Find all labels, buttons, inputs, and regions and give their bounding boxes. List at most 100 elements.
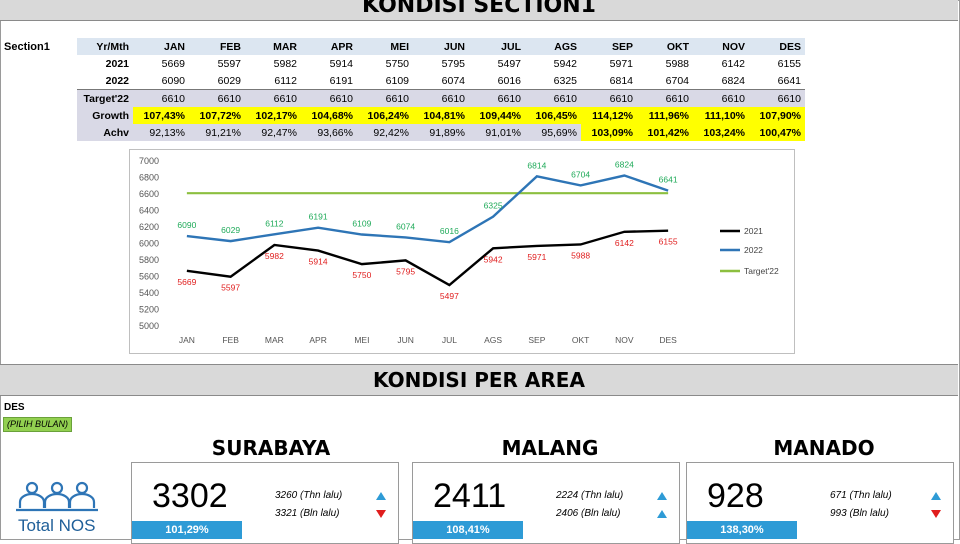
table-cell: 6155 xyxy=(777,57,801,70)
data-label: 5750 xyxy=(352,270,371,280)
table-cell: 102,17% xyxy=(245,107,301,124)
table-cell: 5497 xyxy=(497,57,521,70)
y-tick-label: 5000 xyxy=(139,321,159,331)
city-name: SURABAYA xyxy=(211,436,331,460)
city-name: MANADO xyxy=(773,436,875,460)
table-cell: 5971 xyxy=(609,57,633,70)
table-cell: 5914 xyxy=(329,57,353,70)
chart-svg: 5000 5200 5400 5600 5800 6000 6200 6400 6600 6800… xyxy=(139,156,779,345)
data-label: 5982 xyxy=(265,251,284,261)
legend-entry: Target'22 xyxy=(744,266,779,276)
table-cell: 6610 xyxy=(133,89,189,107)
y-tick-label: 6200 xyxy=(139,222,159,232)
city-total-value: 928 xyxy=(707,477,764,515)
data-label: 6641 xyxy=(659,175,678,185)
prev-year-value: 3260 (Thn lalu) xyxy=(275,490,343,501)
line-chart: 5000 5200 5400 5600 5800 6000 6200 6400 6600 6800… xyxy=(129,149,795,354)
row-label: Growth xyxy=(77,107,133,124)
header-label: Yr/Mth xyxy=(77,38,133,55)
table-cell: 107,43% xyxy=(133,107,189,124)
x-tick-label: APR xyxy=(309,335,326,345)
x-tick-label: NOV xyxy=(615,335,634,345)
table-cell: 104,81% xyxy=(413,107,469,124)
table-cell: 107,90% xyxy=(749,107,805,124)
row-label: Target'22 xyxy=(77,89,133,107)
table-header: Yr/Mth JAN FEB MAR APR MEI JUN JUL AGS SEP OKT NOV D… xyxy=(77,38,805,55)
series-line-2022 xyxy=(186,174,669,244)
section1-table: Yr/Mth JAN FEB MAR APR MEI JUN JUL AGS SEP OKT NOV D… xyxy=(77,38,805,141)
month-header: FEB xyxy=(189,38,245,55)
table-cell: 106,24% xyxy=(357,107,413,124)
table-cell: 106,45% xyxy=(525,107,581,124)
triangle-up-icon xyxy=(376,492,386,500)
row-label: 2021 xyxy=(105,57,129,70)
table-cell: 6610 xyxy=(357,89,413,107)
table-cell: 109,44% xyxy=(469,107,525,124)
people-group-icon xyxy=(16,481,98,512)
city-card: 2411 2224 (Thn lalu) 2406 (Bln lalu) 108,41… xyxy=(412,462,680,544)
x-tick-label: AGS xyxy=(484,335,502,345)
y-tick-label: 5200 xyxy=(139,305,159,315)
month-header: DES xyxy=(749,38,805,55)
table-cell: 101,42% xyxy=(637,124,693,141)
table-cell: 6814 xyxy=(609,74,633,87)
data-label: 5942 xyxy=(484,254,503,264)
y-tick-label: 5600 xyxy=(139,272,159,282)
table-cell: 92,47% xyxy=(245,124,301,141)
row-label: 2022 xyxy=(105,74,129,87)
table-cell: 6610 xyxy=(469,89,525,107)
month-header: JUN xyxy=(413,38,469,55)
x-tick-label: MEI xyxy=(354,335,369,345)
row-label: Achv xyxy=(77,124,133,141)
prev-month-value: 3321 (Bln lalu) xyxy=(275,508,340,519)
y-tick-label: 6400 xyxy=(139,206,159,216)
table-cell: 5942 xyxy=(553,57,577,70)
table-cell: 6610 xyxy=(581,89,637,107)
row-2021: 2021 5669 5597 5982 5914 5750 5795 5497 5942 5971… xyxy=(77,55,805,72)
table-cell: 93,66% xyxy=(301,124,357,141)
table-cell: 6824 xyxy=(721,74,745,87)
data-label: 6109 xyxy=(352,219,371,229)
month-header: JAN xyxy=(133,38,189,55)
table-cell: 6610 xyxy=(637,89,693,107)
data-label: 6814 xyxy=(527,160,546,170)
growth-percent-badge: 108,41% xyxy=(413,521,523,539)
city-total-value: 3302 xyxy=(152,477,228,515)
table-cell: 111,10% xyxy=(693,107,749,124)
pick-month-label: (PILIH BULAN) xyxy=(3,417,73,432)
x-tick-label: FEB xyxy=(222,335,239,345)
data-label: 6325 xyxy=(484,201,503,211)
y-tick-label: 7000 xyxy=(139,156,159,166)
table-cell: 6610 xyxy=(189,89,245,107)
row-target: Target'22 6610 6610 6610 6610 6610 6610 6610 661… xyxy=(77,89,805,107)
x-tick-label: OKT xyxy=(572,335,589,345)
triangle-down-icon xyxy=(931,510,941,518)
city-name: MALANG xyxy=(501,436,599,460)
x-tick-label: JAN xyxy=(179,335,195,345)
city-total-value: 2411 xyxy=(433,477,507,515)
table-cell: 6029 xyxy=(217,74,241,87)
data-label: 5597 xyxy=(221,283,240,293)
growth-percent-badge: 101,29% xyxy=(132,521,242,539)
y-tick-label: 5400 xyxy=(139,288,159,298)
triangle-up-icon xyxy=(657,510,667,518)
section-label: Section1 xyxy=(4,41,50,53)
row-2022: 2022 6090 6029 6112 6191 6109 6074 6016 6325 6814… xyxy=(77,72,805,90)
table-cell: 6610 xyxy=(301,89,357,107)
table-cell: 5982 xyxy=(273,57,297,70)
month-header: APR xyxy=(301,38,357,55)
table-cell: 6074 xyxy=(441,74,465,87)
legend-entry: 2022 xyxy=(744,245,763,255)
table-cell: 5669 xyxy=(161,57,185,70)
triangle-up-icon xyxy=(931,492,941,500)
y-tick-label: 5800 xyxy=(139,255,159,265)
selected-month[interactable]: DES xyxy=(4,402,25,413)
data-label: 6090 xyxy=(177,220,196,230)
data-label: 6112 xyxy=(265,218,284,228)
x-tick-label: MAR xyxy=(265,335,284,345)
data-label: 5669 xyxy=(177,277,196,287)
data-label: 6824 xyxy=(615,160,634,170)
data-label: 6155 xyxy=(659,237,678,247)
table-cell: 91,21% xyxy=(189,124,245,141)
row-growth: Growth 107,43% 107,72% 102,17% 104,68% 106,24… xyxy=(77,107,805,124)
